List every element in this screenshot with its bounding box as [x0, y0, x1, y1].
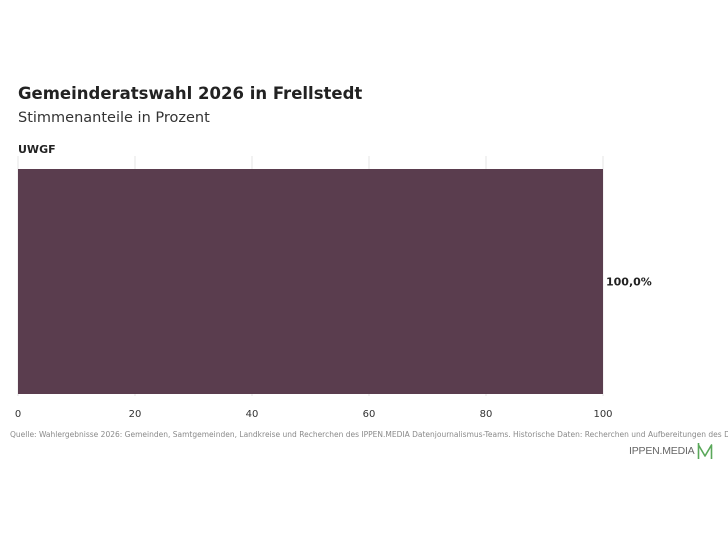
chart-title: Gemeinderatswahl 2026 in Frellstedt: [18, 84, 363, 103]
x-tick-label: 100: [593, 409, 612, 420]
x-tick-label: 0: [15, 409, 21, 420]
x-tick-label: 40: [246, 409, 259, 420]
brand-name: IPPEN.MEDIA: [629, 445, 695, 457]
brand-logo: IPPEN.MEDIA: [629, 441, 715, 461]
bar: [18, 169, 603, 394]
bars: UWGF 100,0%: [18, 143, 652, 394]
bar-chart: UWGF 100,0% 0 20 40 60 80 100: [15, 143, 652, 420]
category-label: UWGF: [18, 143, 56, 156]
x-tick-label: 80: [480, 409, 493, 420]
x-tick-label: 60: [363, 409, 376, 420]
source-note: Quelle: Wahlergebnisse 2026: Gemeinden, …: [10, 430, 728, 439]
chart-subtitle: Stimmenanteile in Prozent: [18, 110, 210, 126]
x-axis-ticks: 0 20 40 60 80 100: [15, 409, 613, 420]
brand-m-icon: [698, 443, 713, 459]
x-tick-label: 20: [129, 409, 142, 420]
data-label: 100,0%: [606, 276, 652, 289]
